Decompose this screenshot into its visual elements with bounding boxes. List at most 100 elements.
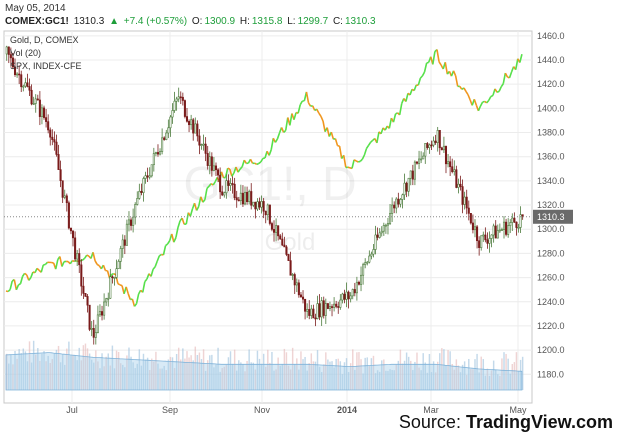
candle-body — [362, 265, 363, 276]
symbol-label[interactable]: COMEX:GC1! — [5, 16, 69, 27]
open-value: 1300.9 — [204, 16, 235, 27]
candle-body — [273, 229, 274, 232]
candle-body — [298, 283, 299, 295]
candle-body — [306, 309, 307, 311]
last-price-tag-label: 1310.3 — [537, 212, 565, 222]
low-value: 1299.7 — [298, 16, 329, 27]
candle-body — [398, 199, 399, 204]
candle-body — [441, 148, 442, 150]
candle-body — [211, 157, 212, 171]
candle-body — [201, 145, 202, 146]
candle-body — [205, 144, 206, 153]
candle-body — [290, 261, 291, 276]
candle-body — [62, 181, 63, 198]
spx-segment — [348, 167, 350, 168]
candle-body — [458, 184, 459, 187]
close-value: 1310.3 — [345, 16, 376, 27]
candle-body — [47, 122, 48, 130]
candle-body — [425, 143, 426, 156]
candle-body — [412, 171, 413, 179]
candle-body — [476, 227, 477, 241]
candle-body — [377, 235, 378, 237]
candle-body — [271, 223, 272, 229]
candle-body — [499, 230, 500, 231]
price-change: +7.4 (+0.57%) — [124, 16, 187, 27]
candle-body — [304, 299, 305, 311]
candle-body — [130, 220, 131, 226]
candle-body — [319, 304, 320, 317]
candle-body — [503, 222, 504, 229]
candle-body — [369, 256, 370, 262]
candle-body — [232, 183, 233, 184]
candle-body — [134, 204, 135, 217]
candle-body — [240, 193, 241, 201]
candle-body — [454, 170, 455, 172]
candle-body — [163, 138, 164, 140]
candle-body — [180, 97, 181, 98]
candle-body — [497, 230, 498, 238]
legend-volume[interactable]: Vol (20) — [10, 48, 41, 58]
candle-body — [371, 254, 372, 256]
candle-body — [267, 205, 268, 215]
candle-body — [116, 269, 117, 278]
candle-body — [215, 166, 216, 170]
candle-body — [420, 159, 421, 160]
candle-body — [340, 300, 341, 307]
spx-segment — [112, 274, 114, 275]
candle-body — [236, 198, 237, 200]
candle-body — [505, 222, 506, 234]
watermark-name: Gold — [265, 229, 316, 256]
candle-body — [294, 274, 295, 285]
candle-body — [451, 167, 452, 172]
candle-body — [87, 296, 88, 305]
candle-body — [93, 328, 94, 337]
legend-gold[interactable]: Gold, D, COMEX — [10, 35, 79, 45]
y-tick-label: 1200.0 — [537, 345, 565, 355]
candle-body — [197, 124, 198, 136]
candle-body — [161, 138, 162, 152]
candle-body — [404, 183, 405, 195]
candle-body — [375, 235, 376, 249]
candle-body — [489, 238, 490, 243]
x-tick-label: Nov — [254, 405, 271, 415]
x-tick-label: Sep — [162, 405, 178, 415]
candle-body — [474, 227, 475, 230]
candle-body — [335, 304, 336, 306]
candle-body — [203, 144, 204, 145]
candle-body — [512, 218, 513, 222]
candle-body — [396, 199, 397, 208]
candle-body — [501, 230, 502, 231]
candle-body — [277, 226, 278, 236]
candle-body — [406, 183, 407, 191]
candle-body — [269, 205, 270, 224]
candle-body — [259, 202, 260, 207]
candle-body — [338, 306, 339, 307]
candle-body — [153, 154, 154, 165]
candle-body — [495, 226, 496, 238]
candle-body — [56, 142, 57, 154]
candle-body — [29, 86, 30, 90]
candle-body — [219, 175, 220, 192]
candle-body — [83, 286, 84, 293]
candle-body — [329, 307, 330, 309]
candle-body — [68, 203, 69, 228]
candle-body — [89, 305, 90, 329]
candle-body — [348, 292, 349, 299]
candle-body — [178, 97, 179, 99]
y-tick-label: 1400.0 — [537, 103, 565, 113]
y-tick-label: 1220.0 — [537, 321, 565, 331]
candle-body — [74, 238, 75, 259]
candle-body — [282, 239, 283, 245]
candle-body — [414, 162, 415, 179]
candle-body — [45, 118, 46, 122]
candle-body — [381, 231, 382, 233]
legend-spx[interactable]: SPX, INDEX-CFE — [10, 61, 82, 71]
candle-body — [315, 318, 316, 319]
spx-segment — [255, 163, 257, 164]
candle-body — [39, 100, 40, 117]
candle-body — [402, 195, 403, 200]
candle-body — [462, 187, 463, 205]
candle-body — [263, 201, 264, 211]
candle-body — [433, 141, 434, 145]
candle-body — [449, 162, 450, 167]
